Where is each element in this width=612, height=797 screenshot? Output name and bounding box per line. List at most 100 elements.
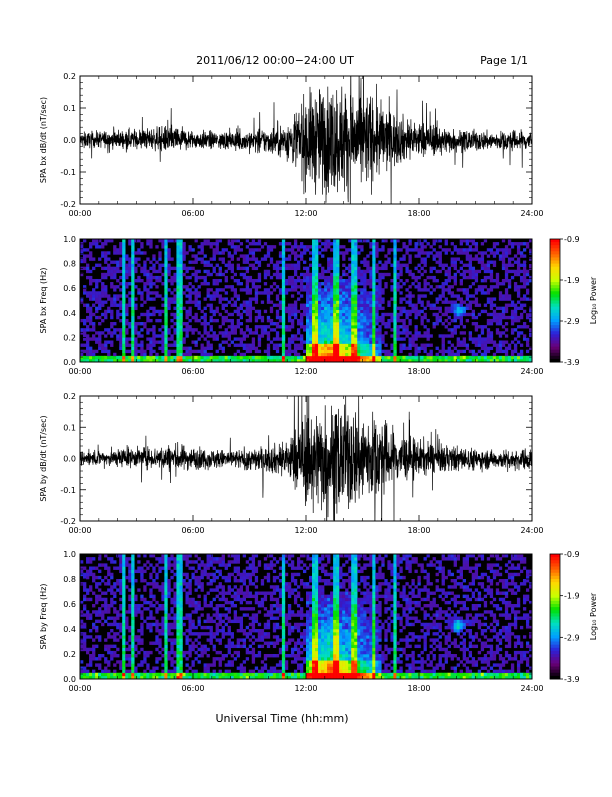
heatmap-cell [173, 297, 176, 300]
heatmap-cell [327, 316, 330, 319]
heatmap-cell [152, 291, 155, 294]
heatmap-cell [83, 239, 86, 242]
heatmap-cell [451, 350, 454, 353]
heatmap-cell [517, 340, 520, 343]
heatmap-cell [173, 613, 176, 616]
heatmap-cell [125, 673, 128, 676]
heatmap-cell [119, 245, 122, 248]
heatmap-cell [158, 313, 161, 316]
heatmap-cell [149, 307, 152, 310]
heatmap-cell [502, 294, 505, 297]
heatmap-cell [330, 325, 333, 328]
heatmap-cell [116, 251, 119, 254]
heatmap-cell [131, 626, 134, 629]
heatmap-cell [95, 673, 98, 676]
colorbar-segment [550, 304, 560, 308]
heatmap-cell [216, 629, 219, 632]
heatmap-cell [167, 356, 170, 359]
heatmap-cell [309, 307, 312, 310]
heatmap-cell [243, 301, 246, 304]
heatmap-cell [213, 598, 216, 601]
heatmap-cell [318, 319, 321, 322]
heatmap-cell [98, 570, 101, 573]
heatmap-cell [324, 307, 327, 310]
heatmap-cell [306, 304, 309, 307]
heatmap-cell [176, 557, 179, 560]
heatmap-cell [378, 297, 381, 300]
heatmap-cell [505, 264, 508, 267]
heatmap-cell [306, 319, 309, 322]
heatmap-cell [201, 563, 204, 566]
heatmap-cell [466, 313, 469, 316]
heatmap-cell [131, 604, 134, 607]
heatmap-cell [188, 626, 191, 629]
heatmap-cell [164, 301, 167, 304]
heatmap-cell [207, 322, 210, 325]
heatmap-cell [384, 350, 387, 353]
heatmap-cell [339, 304, 342, 307]
heatmap-cell [288, 257, 291, 260]
heatmap-cell [167, 239, 170, 242]
heatmap-cell [433, 279, 436, 282]
heatmap-cell [237, 248, 240, 251]
heatmap-cell [318, 340, 321, 343]
heatmap-cell [116, 248, 119, 251]
heatmap-cell [354, 242, 357, 245]
heatmap-cell [122, 673, 125, 676]
heatmap-cell [451, 276, 454, 279]
heatmap-cell [315, 340, 318, 343]
heatmap-cell [303, 350, 306, 353]
heatmap-cell [179, 557, 182, 560]
heatmap-cell [309, 276, 312, 279]
heatmap-cell [318, 297, 321, 300]
heatmap-cell [472, 340, 475, 343]
heatmap-cell [188, 356, 191, 359]
heatmap-cell [424, 356, 427, 359]
heatmap-cell [490, 297, 493, 300]
heatmap-cell [264, 282, 267, 285]
heatmap-cell [149, 261, 152, 264]
heatmap-cell [164, 673, 167, 676]
heatmap-cell [511, 310, 514, 313]
heatmap-cell [170, 356, 173, 359]
heatmap-cell [484, 356, 487, 359]
heatmap-cell [122, 251, 125, 254]
heatmap-cell [204, 350, 207, 353]
heatmap-cell [408, 319, 411, 322]
heatmap-cell [152, 257, 155, 260]
heatmap-cell [179, 288, 182, 291]
heatmap-cell [390, 356, 393, 359]
heatmap-cell [357, 344, 360, 347]
heatmap-cell [348, 248, 351, 251]
heatmap-cell [182, 254, 185, 257]
heatmap-cell [140, 570, 143, 573]
heatmap-cell [137, 604, 140, 607]
heatmap-cell [469, 239, 472, 242]
heatmap-cell [185, 353, 188, 356]
heatmap-cell [246, 279, 249, 282]
heatmap-cell [421, 301, 424, 304]
heatmap-cell [101, 610, 104, 613]
heatmap-cell [149, 285, 152, 288]
heatmap-cell [125, 285, 128, 288]
heatmap-cell [137, 251, 140, 254]
heatmap-cell [86, 325, 89, 328]
heatmap-cell [315, 267, 318, 270]
heatmap-cell [333, 279, 336, 282]
heatmap-cell [517, 264, 520, 267]
heatmap-cell [185, 560, 188, 563]
heatmap-cell [502, 340, 505, 343]
heatmap-cell [164, 288, 167, 291]
heatmap-cell [188, 248, 191, 251]
heatmap-cell [390, 239, 393, 242]
heatmap-cell [119, 242, 122, 245]
heatmap-cell [179, 270, 182, 273]
heatmap-cell [466, 239, 469, 242]
heatmap-cell [155, 673, 158, 676]
heatmap-cell [472, 273, 475, 276]
heatmap-cell [131, 623, 134, 626]
heatmap-cell [207, 632, 210, 635]
heatmap-cell [201, 276, 204, 279]
heatmap-cell [445, 251, 448, 254]
